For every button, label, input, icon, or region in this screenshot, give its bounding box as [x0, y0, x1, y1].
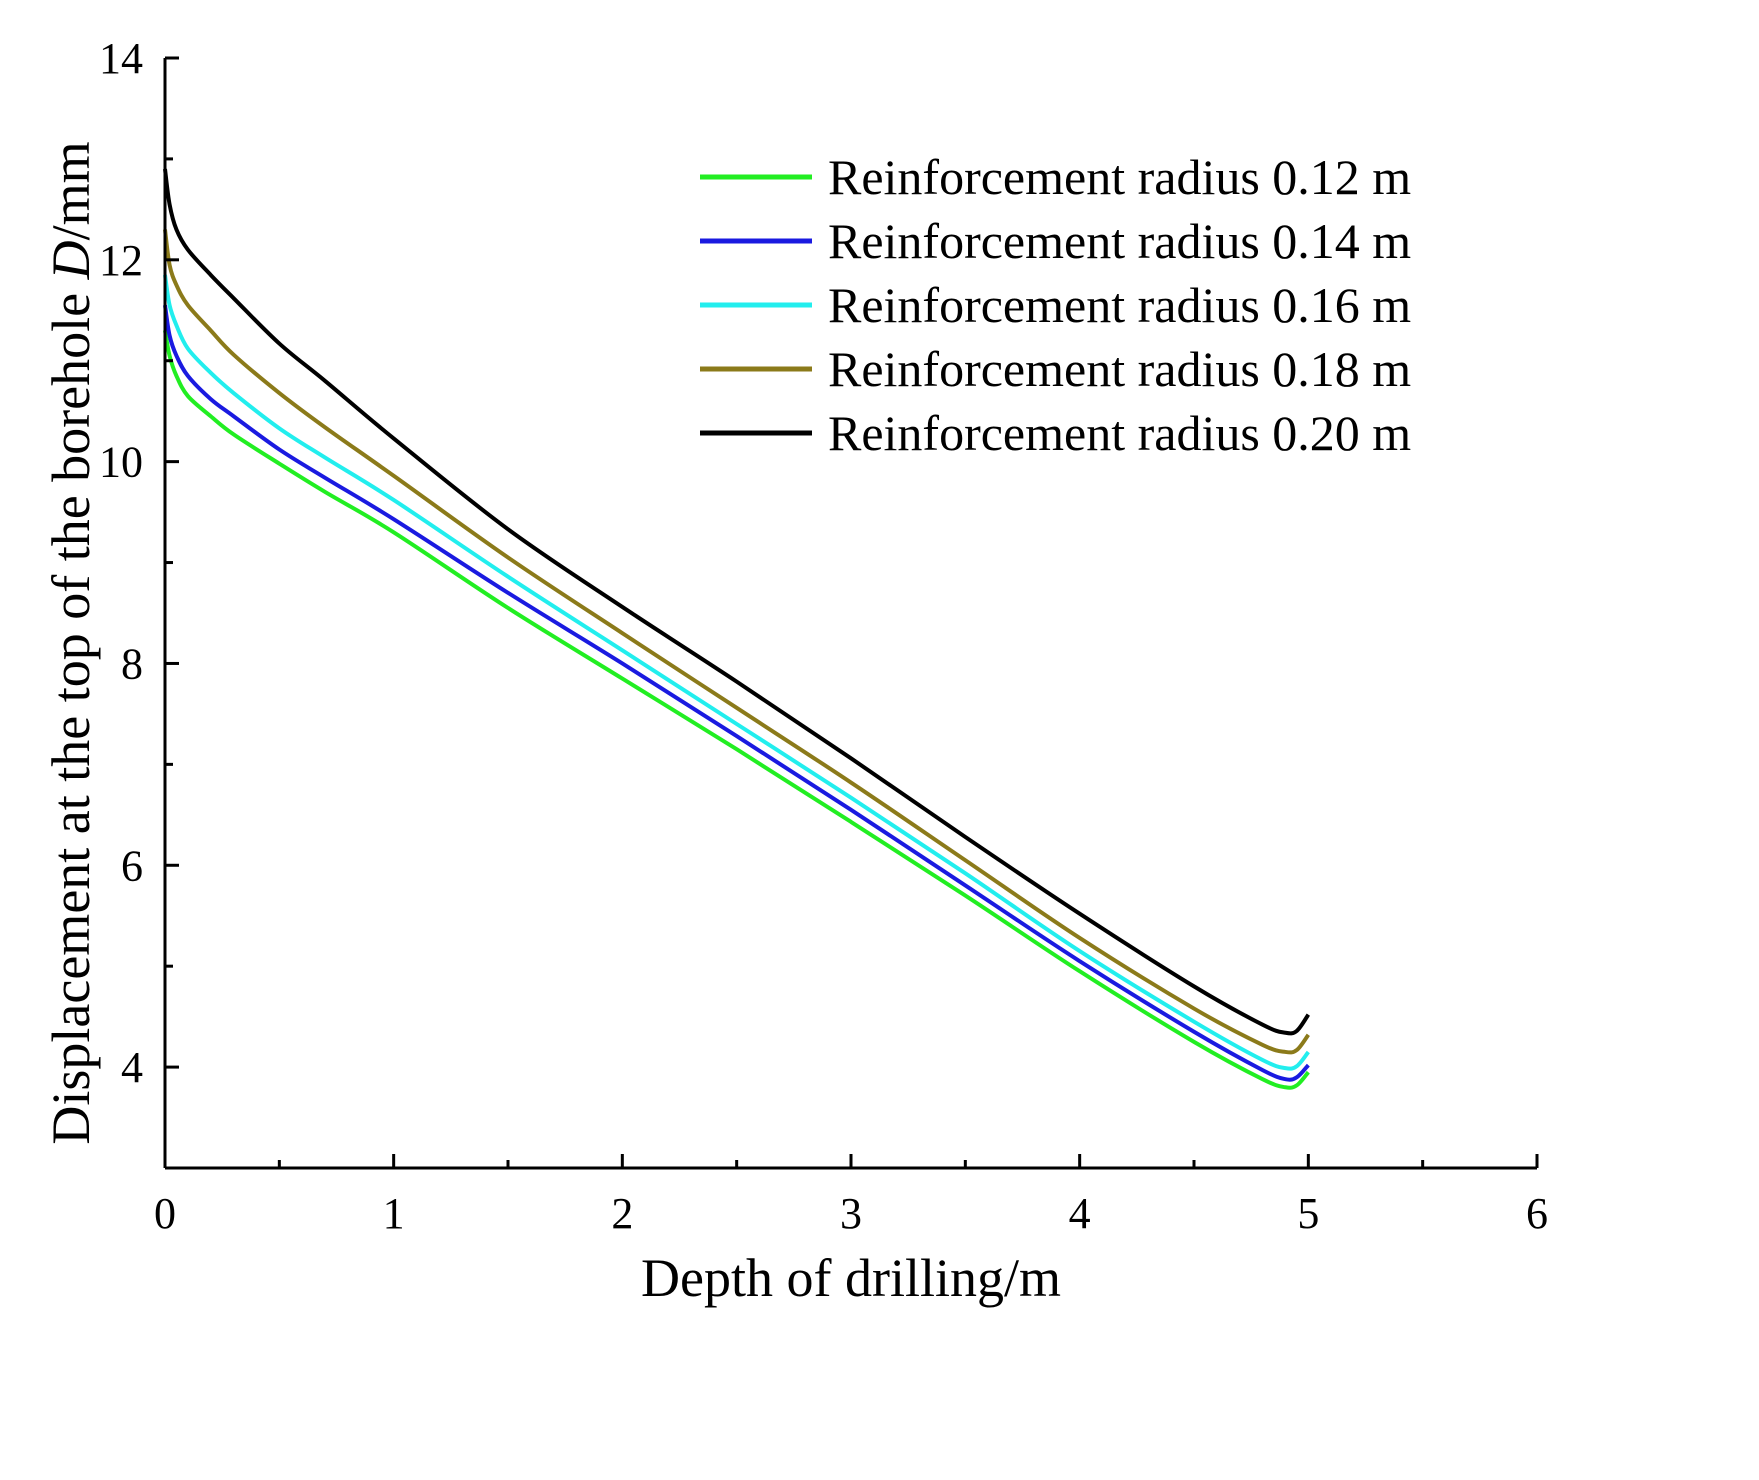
- legend-label-4: Reinforcement radius 0.18 m: [828, 341, 1411, 397]
- x-tick-label: 2: [611, 1189, 633, 1238]
- y-tick-label: 6: [121, 841, 143, 890]
- x-tick-label: 4: [1069, 1189, 1091, 1238]
- series-line-5: [163, 168, 1310, 1036]
- y-tick-label: 14: [99, 34, 143, 83]
- legend-label-1: Reinforcement radius 0.12 m: [828, 149, 1411, 205]
- series-line-3: [163, 274, 1310, 1071]
- y-axis-title-variable: D: [41, 240, 101, 280]
- y-ticks: 4 6 8 10 12 14: [99, 34, 179, 1170]
- y-tick-label: 8: [121, 639, 143, 688]
- x-tick-label: 6: [1526, 1189, 1548, 1238]
- x-tick-label: 0: [154, 1189, 176, 1238]
- y-tick-label: 10: [99, 438, 143, 487]
- legend: Reinforcement radius 0.12 m Reinforcement…: [700, 149, 1411, 461]
- x-tick-label: 1: [383, 1189, 405, 1238]
- x-ticks: 0 1 2 3 4 5 6: [154, 1154, 1548, 1238]
- x-axis-title: Depth of drilling/m: [641, 1248, 1061, 1308]
- x-tick-label: 3: [840, 1189, 862, 1238]
- series-line-4: [163, 229, 1310, 1055]
- series-line-1: [163, 330, 1310, 1090]
- y-tick-label: 12: [99, 236, 143, 285]
- y-axis-title: Displacement at the top of the borehole …: [41, 141, 101, 1144]
- y-axis-title-suffix: /mm: [41, 141, 101, 240]
- series-layer: [163, 168, 1310, 1090]
- legend-label-5: Reinforcement radius 0.20 m: [828, 405, 1411, 461]
- x-tick-label: 5: [1297, 1189, 1319, 1238]
- legend-label-2: Reinforcement radius 0.14 m: [828, 213, 1411, 269]
- y-tick-label: 4: [121, 1043, 143, 1092]
- series-line-2: [163, 304, 1310, 1082]
- y-axis-title-prefix: Displacement at the top of the borehole: [41, 279, 101, 1144]
- legend-label-3: Reinforcement radius 0.16 m: [828, 277, 1411, 333]
